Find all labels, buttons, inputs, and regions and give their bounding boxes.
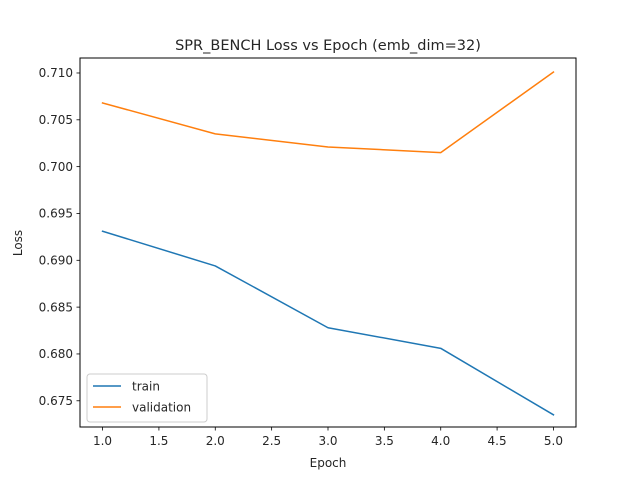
y-axis-ticks: 0.675 0.680 0.685 0.690 0.695 0.700 0.705 0.710 [39, 66, 80, 408]
y-tick-label: 0.705 [39, 113, 73, 127]
y-tick-label: 0.700 [39, 160, 73, 174]
x-tick-label: 1.0 [93, 434, 112, 448]
x-tick-label: 3.5 [375, 434, 394, 448]
series-line-train [101, 230, 555, 416]
x-tick-label: 1.5 [149, 434, 168, 448]
x-axis-ticks: 1.0 1.5 2.0 2.5 3.0 3.5 4.0 4.5 5.0 [93, 427, 563, 448]
x-tick-label: 3.0 [318, 434, 337, 448]
series-line-validation [101, 71, 555, 154]
y-tick-label: 0.675 [39, 394, 73, 408]
y-tick-label: 0.680 [39, 347, 73, 361]
x-tick-label: 5.0 [544, 434, 563, 448]
chart-title: SPR_BENCH Loss vs Epoch (emb_dim=32) [175, 38, 481, 54]
x-tick-label: 2.0 [206, 434, 225, 448]
plot-lines [101, 71, 555, 416]
y-tick-label: 0.710 [39, 66, 73, 80]
x-tick-label: 4.5 [488, 434, 507, 448]
legend-label-validation: validation [132, 400, 191, 414]
x-axis-label: Epoch [310, 456, 347, 470]
y-tick-label: 0.690 [39, 253, 73, 267]
y-tick-label: 0.695 [39, 207, 73, 221]
legend: train validation [86, 373, 208, 423]
y-axis-label: Loss [11, 230, 25, 256]
y-tick-label: 0.685 [39, 300, 73, 314]
x-tick-label: 4.0 [431, 434, 450, 448]
x-tick-label: 2.5 [262, 434, 281, 448]
legend-label-train: train [132, 379, 160, 393]
